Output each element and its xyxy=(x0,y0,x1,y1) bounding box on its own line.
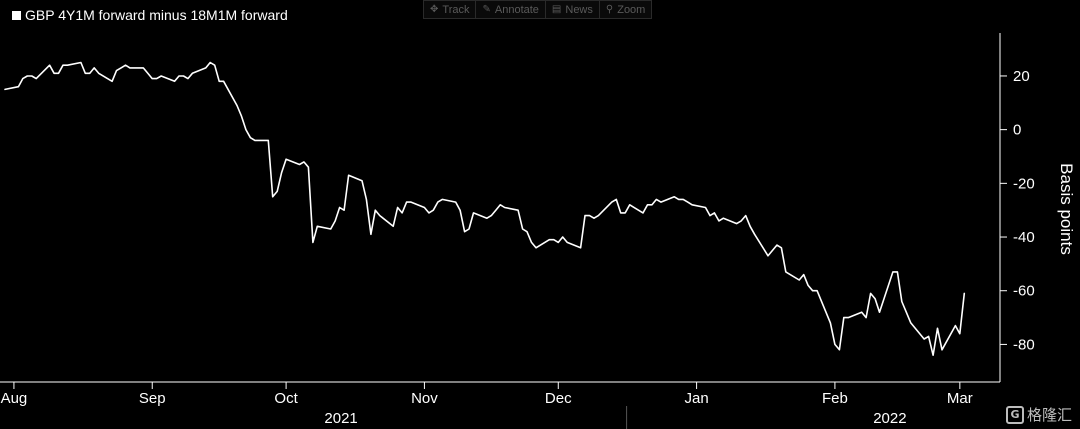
crosshair-icon: ✥ xyxy=(430,4,439,15)
track-button[interactable]: ✥ Track xyxy=(424,1,477,18)
watermark: G 格隆汇 xyxy=(1005,404,1072,425)
x-tick-label: Feb xyxy=(822,390,848,407)
zoom-icon: ⚲ xyxy=(605,4,614,15)
x-tick-label: Jan xyxy=(684,390,708,407)
x-tick-label: Dec xyxy=(545,390,572,407)
series-layer xyxy=(4,61,966,357)
news-label: News xyxy=(565,3,593,16)
x-tick-label: Sep xyxy=(139,390,166,407)
x-year-label: 2021 xyxy=(324,410,357,427)
annotate-button[interactable]: ✎ Annotate xyxy=(476,1,546,18)
annotate-label: Annotate xyxy=(494,3,539,16)
y-tick-label: -60 xyxy=(1013,283,1035,300)
zoom-button[interactable]: ⚲ Zoom xyxy=(600,1,651,18)
x-tick-label: Aug xyxy=(1,390,28,407)
y-tick-label: -20 xyxy=(1013,175,1035,192)
axes xyxy=(0,33,1007,429)
track-label: Track xyxy=(442,3,470,16)
y-axis-labels: 20 0 -20 -40 -60 -80 xyxy=(1013,68,1035,353)
series-line xyxy=(4,61,966,357)
y-tick-label: -40 xyxy=(1013,229,1035,246)
news-button[interactable]: ▤ News xyxy=(546,1,600,18)
x-tick-label: Nov xyxy=(411,390,438,407)
y-tick-label: 0 xyxy=(1013,122,1021,139)
x-year-label: 2022 xyxy=(873,410,906,427)
chart-toolbar: ✥ Track ✎ Annotate ▤ News ⚲ Zoom xyxy=(423,0,653,19)
y-tick-label: -80 xyxy=(1013,336,1035,353)
zoom-label: Zoom xyxy=(617,3,646,16)
y-tick-label: 20 xyxy=(1013,68,1030,85)
y-axis-title: Basis points xyxy=(1057,163,1076,255)
legend-label: GBP 4Y1M forward minus 18M1M forward xyxy=(25,7,288,23)
watermark-logo-icon: G xyxy=(1005,405,1024,424)
pencil-icon: ✎ xyxy=(482,4,491,15)
legend: GBP 4Y1M forward minus 18M1M forward xyxy=(12,7,288,23)
x-tick-label: Oct xyxy=(274,390,298,407)
x-axis-labels: Aug Sep Oct Nov Dec Jan Feb Mar 2021 2022 xyxy=(1,390,973,427)
x-tick-label: Mar xyxy=(947,390,973,407)
watermark-text: 格隆汇 xyxy=(1026,406,1072,424)
legend-swatch xyxy=(12,10,21,20)
news-icon: ▤ xyxy=(551,4,562,15)
